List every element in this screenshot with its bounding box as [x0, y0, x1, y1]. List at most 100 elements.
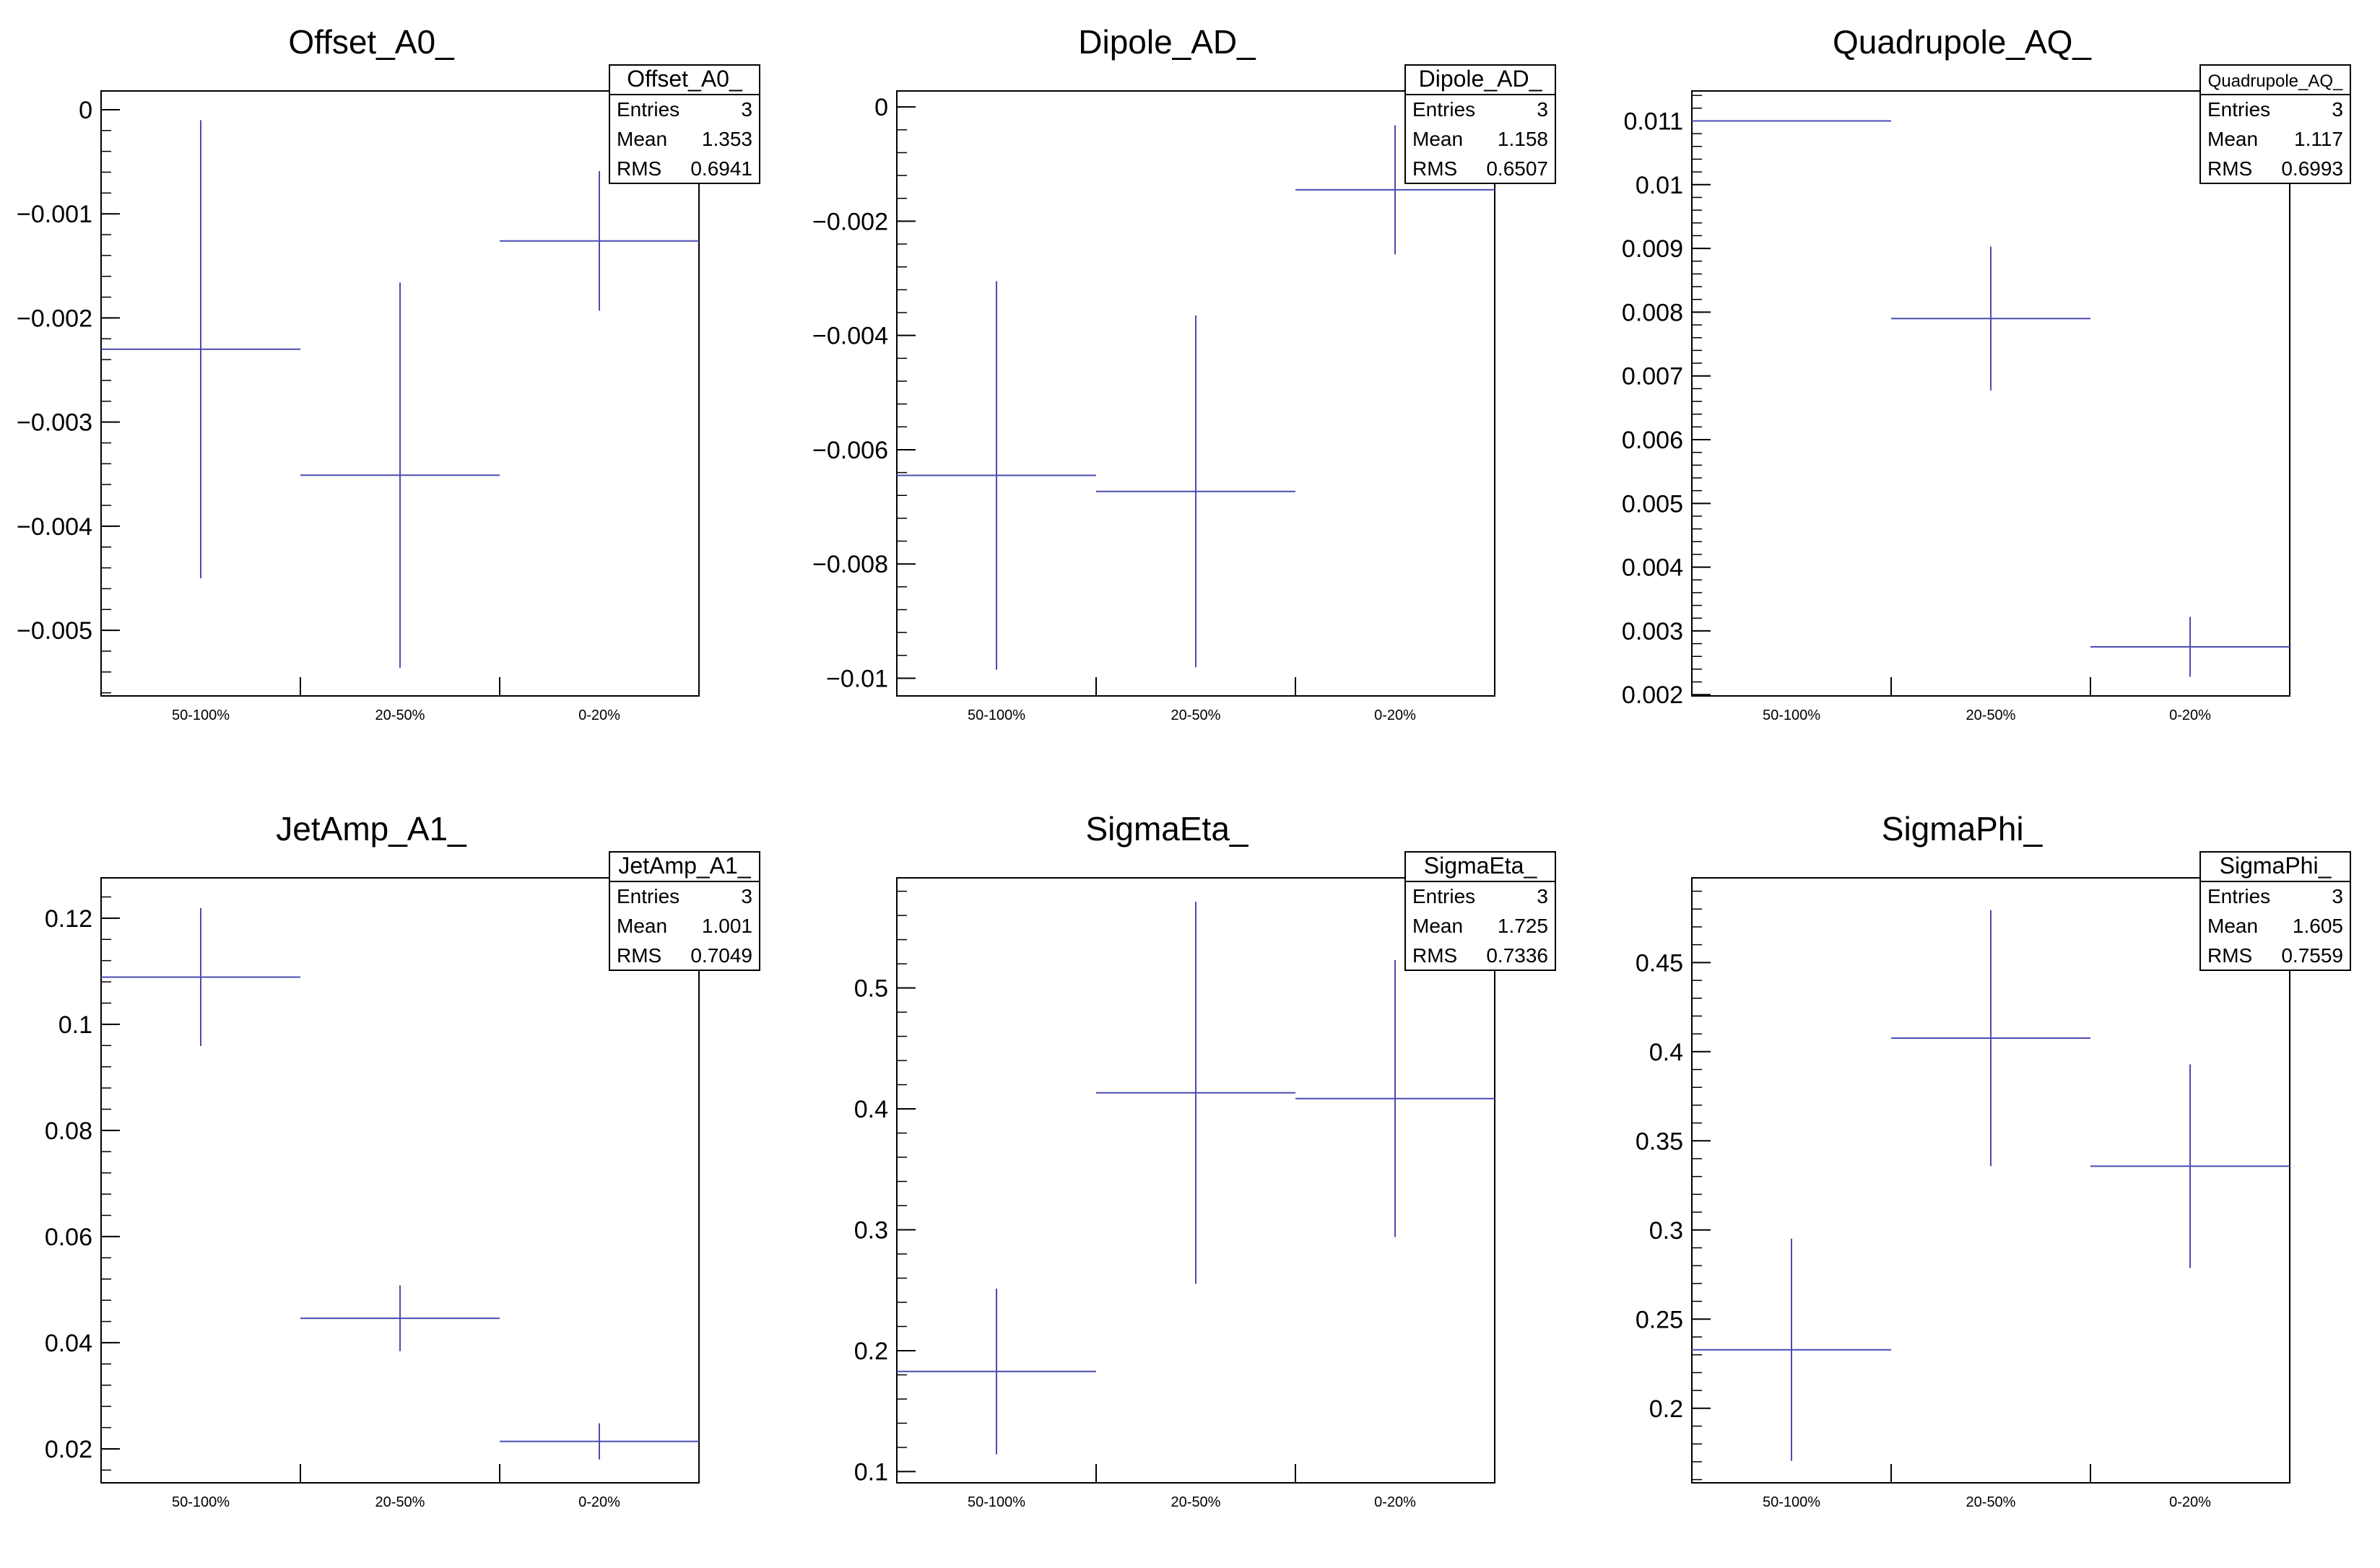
stats-value: 3 [1537, 98, 1548, 121]
plot-frame [1691, 877, 2290, 1484]
stats-value: 0.6507 [1486, 157, 1548, 180]
histogram-panel: SigmaPhi_ 0.45 0.4 0.35 0.3 0.25 0.2 50-100% 20-… [1636, 810, 2351, 1510]
y-tick-label: −0.002 [17, 305, 92, 332]
x-tick-label: 20-50% [375, 707, 425, 723]
y-tick-label: 0.2 [854, 1338, 888, 1365]
stats-title: SigmaPhi_ [2220, 853, 2332, 879]
stats-label: Entries [1412, 885, 1475, 907]
stats-label: RMS [2207, 944, 2252, 967]
stats-label: RMS [617, 157, 661, 180]
stats-box-frame [2199, 64, 2351, 184]
stats-label: RMS [2207, 157, 2252, 180]
stats-label: Mean [1412, 128, 1463, 150]
stats-value: 0.6941 [690, 157, 752, 180]
y-tick-label: 0.007 [1622, 363, 1683, 391]
y-tick-label: 0.12 [45, 905, 92, 933]
stats-value: 0.7559 [2281, 944, 2343, 967]
x-tick-label: 50-100% [1763, 1494, 1820, 1510]
histogram-panel: JetAmp_A1_ 0.12 0.1 0.08 0.06 0.04 0.02 50-100%… [45, 810, 760, 1510]
y-tick-label: 0.005 [1622, 490, 1683, 518]
y-tick-label: 0.2 [1649, 1395, 1683, 1423]
x-tick-label: 50-100% [968, 707, 1025, 723]
plot-frame [896, 90, 1495, 697]
y-tick-label: −0.004 [17, 513, 92, 541]
stats-label: Mean [1412, 915, 1463, 937]
y-tick-label: −0.004 [812, 323, 888, 350]
stats-box: Offset_A0_ Entries 3 Mean 1.353 RMS 0.6941 [609, 64, 760, 184]
y-tick-label: −0.01 [826, 665, 888, 692]
y-tick-label: 0.1 [854, 1458, 888, 1486]
stats-title: Dipole_AD_ [1419, 66, 1543, 92]
x-tick-label: 20-50% [1966, 1494, 2016, 1510]
stats-label: RMS [1412, 944, 1457, 967]
stats-value: 3 [1537, 885, 1548, 907]
y-tick-label: 0.004 [1622, 554, 1683, 582]
chart-title: Quadrupole_AQ_ [1833, 23, 2092, 61]
y-tick-label: 0.008 [1622, 299, 1683, 326]
stats-label: Entries [2207, 885, 2270, 907]
x-tick-label: 20-50% [1171, 1494, 1221, 1510]
y-tick-label: 0.006 [1622, 427, 1683, 454]
plot-frame [1691, 90, 2290, 697]
y-tick-label: −0.005 [17, 617, 92, 645]
series-markers [101, 907, 699, 1460]
y-tick-label: 0.1 [58, 1011, 92, 1039]
plot-frame [100, 90, 700, 697]
stats-value: 0.7049 [690, 944, 752, 967]
y-tick-label: 0.45 [1636, 949, 1683, 977]
stats-title: SigmaEta_ [1424, 853, 1538, 879]
stats-label: RMS [1412, 157, 1457, 180]
stats-value: 0.6993 [2281, 157, 2343, 180]
x-tick-label: 0-20% [1374, 1494, 1416, 1510]
x-tick-label: 20-50% [375, 1494, 425, 1510]
y-tick-label: 0.08 [45, 1118, 92, 1145]
series-markers [897, 125, 1495, 670]
stats-label: Mean [2207, 915, 2258, 937]
y-tick-label: 0.003 [1622, 618, 1683, 645]
stats-value: 1.605 [2293, 915, 2343, 937]
series-markers [897, 902, 1495, 1455]
y-tick-label: 0.02 [45, 1436, 92, 1463]
y-tick-label: 0.06 [45, 1224, 92, 1251]
histogram-panel: Quadrupole_AQ_ 0.011 0.01 0.009 0.008 0.007 0.… [1622, 23, 2351, 723]
stats-label: RMS [617, 944, 661, 967]
y-tick-label: 0.25 [1636, 1306, 1683, 1333]
stats-label: Mean [2207, 128, 2258, 150]
histogram-panel: Offset_A0_ 0 −0.001 −0.002 −0.003 −0.004 −0.00… [17, 23, 760, 723]
x-tick-label: 0-20% [578, 1494, 620, 1510]
stats-box: JetAmp_A1_ Entries 3 Mean 1.001 RMS 0.7049 [609, 851, 760, 971]
y-tick-label: −0.002 [812, 208, 888, 235]
x-tick-label: 50-100% [1763, 707, 1820, 723]
chart-title: SigmaEta_ [1085, 810, 1248, 848]
y-tick-label: 0 [874, 94, 888, 121]
x-tick-label: 50-100% [968, 1494, 1025, 1510]
histogram-panel: Dipole_AD_ 0 −0.002 −0.004 −0.006 −0.008 −0.01… [812, 23, 1556, 723]
x-tick-label: 50-100% [172, 707, 230, 723]
stats-value: 3 [2332, 885, 2343, 907]
stats-value: 3 [741, 98, 752, 121]
y-tick-label: −0.001 [17, 201, 92, 228]
stats-title: Offset_A0_ [627, 66, 743, 92]
stats-label: Mean [617, 128, 667, 150]
x-tick-label: 0-20% [1374, 707, 1416, 723]
stats-title: JetAmp_A1_ [618, 853, 751, 879]
series-markers [1692, 910, 2290, 1461]
stats-box-frame [609, 64, 760, 184]
chart-title: JetAmp_A1_ [276, 810, 467, 848]
stats-box-frame [1404, 851, 1556, 971]
stats-value: 1.725 [1498, 915, 1548, 937]
x-tick-label: 0-20% [2169, 707, 2211, 723]
stats-box: SigmaPhi_ Entries 3 Mean 1.605 RMS 0.7559 [2199, 851, 2351, 971]
y-tick-label: 0.3 [854, 1216, 888, 1244]
y-tick-label: 0 [79, 97, 92, 124]
y-tick-label: 0.5 [854, 975, 888, 1003]
y-tick-label: 0.35 [1636, 1128, 1683, 1155]
stats-value: 1.158 [1498, 128, 1548, 150]
y-tick-label: 0.009 [1622, 235, 1683, 263]
stats-box-frame [1404, 64, 1556, 184]
stats-label: Entries [617, 885, 679, 907]
stats-value: 1.353 [702, 128, 752, 150]
stats-box: Quadrupole_AQ_ Entries 3 Mean 1.117 RMS 0.6993 [2199, 64, 2351, 184]
y-tick-label: 0.011 [1623, 108, 1683, 136]
